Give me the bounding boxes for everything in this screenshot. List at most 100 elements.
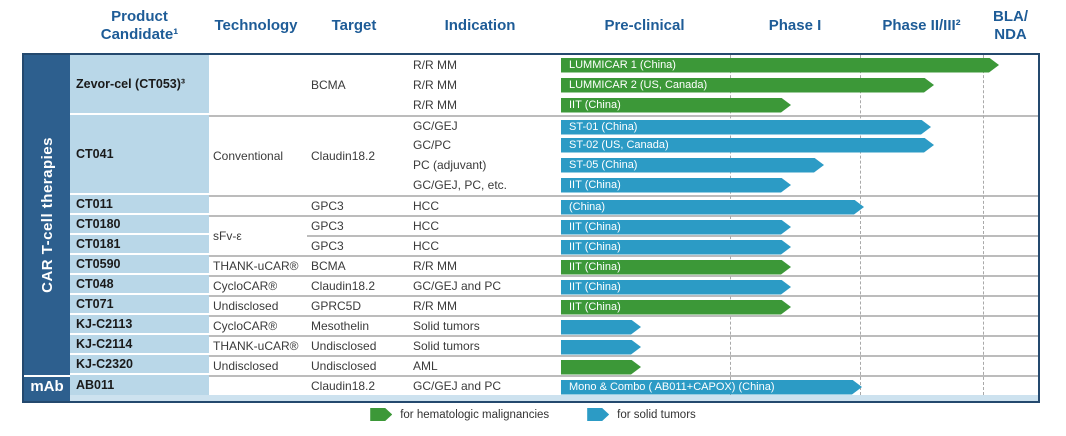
trial-bar: Mono & Combo ( AB011+CAPOX) (China) — [561, 380, 862, 395]
trial-bar: IIT (China) — [561, 280, 791, 295]
sidebar-car-t-label: CAR T-cell therapies — [24, 55, 70, 375]
header-preclinical: Pre-clinical — [604, 17, 685, 34]
header-product-line2: Candidate¹ — [100, 26, 179, 43]
indication-label: GC/GEJ, PC, etc. — [413, 178, 508, 192]
indication-cell: R/R MM — [405, 55, 559, 75]
target-cell: Undisclosed — [307, 335, 405, 355]
indication-label: R/R MM — [413, 58, 457, 72]
target-label: BCMA — [311, 78, 346, 92]
chart-row: IIT (China) — [559, 255, 1038, 275]
target-label: GPC3 — [311, 239, 344, 253]
target-cell: BCMA — [307, 55, 405, 115]
technology-cell: Undisclosed — [209, 355, 307, 375]
technology-label: THANK-uCAR® — [213, 339, 299, 353]
technology-cell: CycloCAR® — [209, 275, 307, 295]
chart-row — [559, 355, 1038, 375]
technology-cell: THANK-uCAR® — [209, 255, 307, 275]
product-label: CT071 — [76, 297, 114, 311]
target-cell: GPC3 — [307, 195, 405, 215]
technology-cell — [209, 55, 307, 115]
product-label: KJ-C2114 — [76, 337, 133, 351]
technology-label: sFv-ε — [213, 229, 242, 243]
target-cell: GPRC5D — [307, 295, 405, 315]
header-bla-line2: NDA — [994, 26, 1027, 43]
target-label: GPC3 — [311, 219, 344, 233]
technology-label: THANK-uCAR® — [213, 259, 299, 273]
target-cell: Claudin18.2 — [307, 375, 405, 395]
legend-item-solid: for solid tumors — [587, 408, 696, 421]
indication-cell: HCC — [405, 235, 559, 255]
trial-bar: LUMMICAR 1 (China) — [561, 58, 999, 73]
technology-cell: Undisclosed — [209, 295, 307, 315]
sidebar-mab-label: mAb — [24, 375, 70, 395]
header-product-line1: Product — [111, 8, 168, 25]
car-t-label-text: CAR T-cell therapies — [38, 137, 56, 293]
trial-bar: IIT (China) — [561, 300, 791, 315]
trial-bar — [561, 320, 641, 335]
chart-row: IIT (China) — [559, 95, 1038, 115]
target-label: GPRC5D — [311, 299, 362, 313]
product-kj-c2113: KJ-C2113 — [70, 315, 209, 335]
indication-cell: PC (adjuvant) — [405, 155, 559, 175]
trial-bar: IIT (China) — [561, 220, 791, 235]
trial-bar: LUMMICAR 2 (US, Canada) — [561, 78, 934, 93]
product-label: CT0180 — [76, 217, 121, 231]
chart-row: IIT (China) — [559, 295, 1038, 315]
chart-row — [559, 315, 1038, 335]
indication-cell: GC/GEJ and PC — [405, 275, 559, 295]
indication-cell: GC/PC — [405, 135, 559, 155]
indication-cell: Solid tumors — [405, 335, 559, 355]
trial-bar: IIT (China) — [561, 178, 791, 193]
legend-label: for hematologic malignancies — [400, 408, 550, 421]
blue-arrow-icon — [587, 408, 609, 421]
technology-label: CycloCAR® — [213, 319, 278, 333]
target-label: Claudin18.2 — [311, 149, 376, 163]
chart-row: IIT (China) — [559, 235, 1038, 255]
gridline-phase23 — [860, 55, 861, 395]
indication-label: HCC — [413, 199, 439, 213]
trial-bar: IIT (China) — [561, 260, 791, 275]
target-label: Claudin18.2 — [311, 279, 376, 293]
chart-row: Mono & Combo ( AB011+CAPOX) (China) — [559, 375, 1038, 395]
product-ct0590: CT0590 — [70, 255, 209, 275]
target-cell: Claudin18.2 — [307, 275, 405, 295]
product-ab011: AB011 — [70, 375, 209, 395]
product-label: CT011 — [76, 197, 113, 211]
product-ct0180: CT0180 — [70, 215, 209, 235]
indication-label: GC/GEJ and PC — [413, 379, 502, 393]
indication-cell: R/R MM — [405, 95, 559, 115]
product-label: CT0590 — [76, 257, 121, 271]
technology-cell: THANK-uCAR® — [209, 335, 307, 355]
legend: for hematologic malignancies for solid t… — [0, 408, 1066, 421]
technology-cell — [209, 195, 307, 215]
indication-cell: GC/GEJ and PC — [405, 375, 559, 395]
target-label: Undisclosed — [311, 339, 377, 353]
indication-cell: R/R MM — [405, 295, 559, 315]
chart-row: IIT (China) — [559, 175, 1038, 195]
legend-item-hematologic: for hematologic malignancies — [370, 408, 549, 421]
indication-cell: R/R MM — [405, 75, 559, 95]
header-technology: Technology — [214, 17, 298, 34]
product-ct011: CT011 — [70, 195, 209, 215]
indication-cell: R/R MM — [405, 255, 559, 275]
target-cell: Claudin18.2 — [307, 115, 405, 195]
indication-label: HCC — [413, 239, 439, 253]
legend-label: for solid tumors — [617, 408, 696, 421]
indication-label: PC (adjuvant) — [413, 158, 487, 172]
product-kj-c2320: KJ-C2320 — [70, 355, 209, 375]
target-label: Mesothelin — [311, 319, 370, 333]
indication-cell: HCC — [405, 215, 559, 235]
header-bla-line1: BLA/ — [993, 8, 1028, 25]
chart-row: LUMMICAR 1 (China) — [559, 55, 1038, 75]
trial-bar — [561, 360, 641, 375]
target-label: Undisclosed — [311, 359, 377, 373]
indication-label: HCC — [413, 219, 439, 233]
product-label: KJ-C2320 — [76, 357, 133, 371]
technology-label: Conventional — [213, 149, 284, 163]
trial-bar: ST-01 (China) — [561, 120, 931, 135]
header-target: Target — [331, 17, 377, 34]
product-ct041: CT041 — [70, 115, 209, 195]
target-label: BCMA — [311, 259, 346, 273]
trial-bar: IIT (China) — [561, 98, 791, 113]
product-label: Zevor-cel (CT053)³ — [76, 77, 186, 91]
